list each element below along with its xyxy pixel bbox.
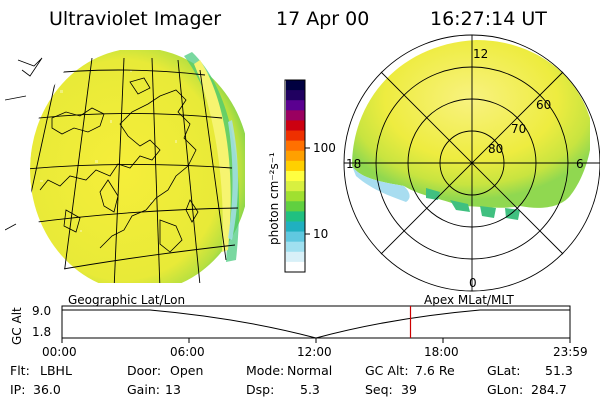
- timeline-y-tick-min: 1.8: [32, 325, 52, 339]
- colorbar-segment: [286, 181, 305, 192]
- geographic-caption: Geographic Lat/Lon: [68, 293, 186, 307]
- info-glat-value: 51.3: [545, 363, 573, 378]
- colorbar-segment: [286, 90, 305, 101]
- info-mode-value: Normal: [287, 363, 333, 378]
- time-tick-1800: 18:00: [424, 345, 459, 359]
- colorbar-segment: [286, 211, 305, 223]
- info-seq-label: Seq:: [365, 382, 393, 397]
- colorbar-segment: [286, 120, 305, 132]
- info-gcalt-label: GC Alt:: [365, 363, 409, 378]
- time-tick-0600: 06:00: [170, 345, 205, 359]
- info-glat-label: GLat:: [487, 363, 521, 378]
- colorbar-segment: [286, 110, 305, 122]
- info-ip-value: 36.0: [33, 382, 61, 397]
- info-mode-label: Mode:: [246, 363, 285, 378]
- polar-plot: [343, 34, 600, 292]
- info-door-label: Door:: [127, 363, 162, 378]
- instrument-title: Ultraviolet Imager: [49, 8, 222, 30]
- mlat-label-80: 80: [488, 142, 504, 156]
- info-dsp-label: Dsp:: [246, 382, 275, 397]
- apex-caption: Apex MLat/MLT: [424, 293, 514, 307]
- observation-time: 16:27:14 UT: [430, 8, 547, 30]
- colorbar: [284, 79, 310, 273]
- colorbar-segment: [286, 140, 305, 152]
- info-flt-value: LBHL: [40, 363, 72, 378]
- colorbar-tick-10: 10: [313, 227, 329, 241]
- mlt-label-18: 18: [346, 157, 362, 171]
- colorbar-unit-label: photon cm⁻²s⁻¹: [267, 152, 281, 245]
- timeline-y-tick-max: 9.0: [32, 304, 52, 318]
- timeline-y-axis-label: GC Alt: [10, 307, 24, 345]
- auroral-oval: [352, 40, 590, 208]
- earth-emission: [30, 50, 245, 283]
- colorbar-segment: [286, 191, 305, 202]
- observation-date: 17 Apr 00: [276, 8, 370, 30]
- colorbar-segment: [286, 160, 305, 172]
- mlat-label-60: 60: [536, 98, 552, 112]
- colorbar-segment: [286, 231, 305, 243]
- colorbar-segment: [286, 201, 305, 212]
- colorbar-segment: [286, 150, 305, 162]
- colorbar-segment: [286, 221, 305, 233]
- colorbar-tick-100: 100: [313, 141, 336, 155]
- colorbar-segment: [286, 241, 305, 253]
- colorbar-segment: [286, 100, 305, 111]
- time-tick-1200: 12:00: [297, 345, 332, 359]
- mlat-label-70: 70: [511, 122, 527, 136]
- time-tick-0000: 00:00: [42, 345, 77, 359]
- info-door-value: Open: [170, 363, 204, 378]
- colorbar-segment: [286, 80, 305, 91]
- mlt-label-6: 6: [576, 157, 584, 171]
- info-flt-label: Flt:: [10, 363, 30, 378]
- info-glon-label: GLon:: [487, 382, 524, 397]
- colorbar-segment: [286, 251, 305, 263]
- info-gain-value: 13: [165, 382, 181, 397]
- info-ip-label: IP:: [10, 382, 26, 397]
- info-seq-value: 39: [401, 382, 417, 397]
- geographic-image-panel: [5, 50, 245, 283]
- colorbar-segment: [286, 261, 305, 273]
- coastlines: [33, 63, 199, 253]
- altitude-timeline: [61, 305, 571, 343]
- info-gcalt-value: 7.6 Re: [415, 363, 455, 378]
- info-gain-label: Gain:: [127, 382, 160, 397]
- info-glon-value: 284.7: [531, 382, 567, 397]
- mlt-label-12: 12: [473, 47, 489, 61]
- time-tick-2359: 23:59: [553, 345, 588, 359]
- info-dsp-value: 5.3: [300, 382, 320, 397]
- colorbar-segment: [286, 170, 305, 182]
- mlt-label-0: 0: [469, 276, 477, 290]
- colorbar-segment: [286, 130, 305, 142]
